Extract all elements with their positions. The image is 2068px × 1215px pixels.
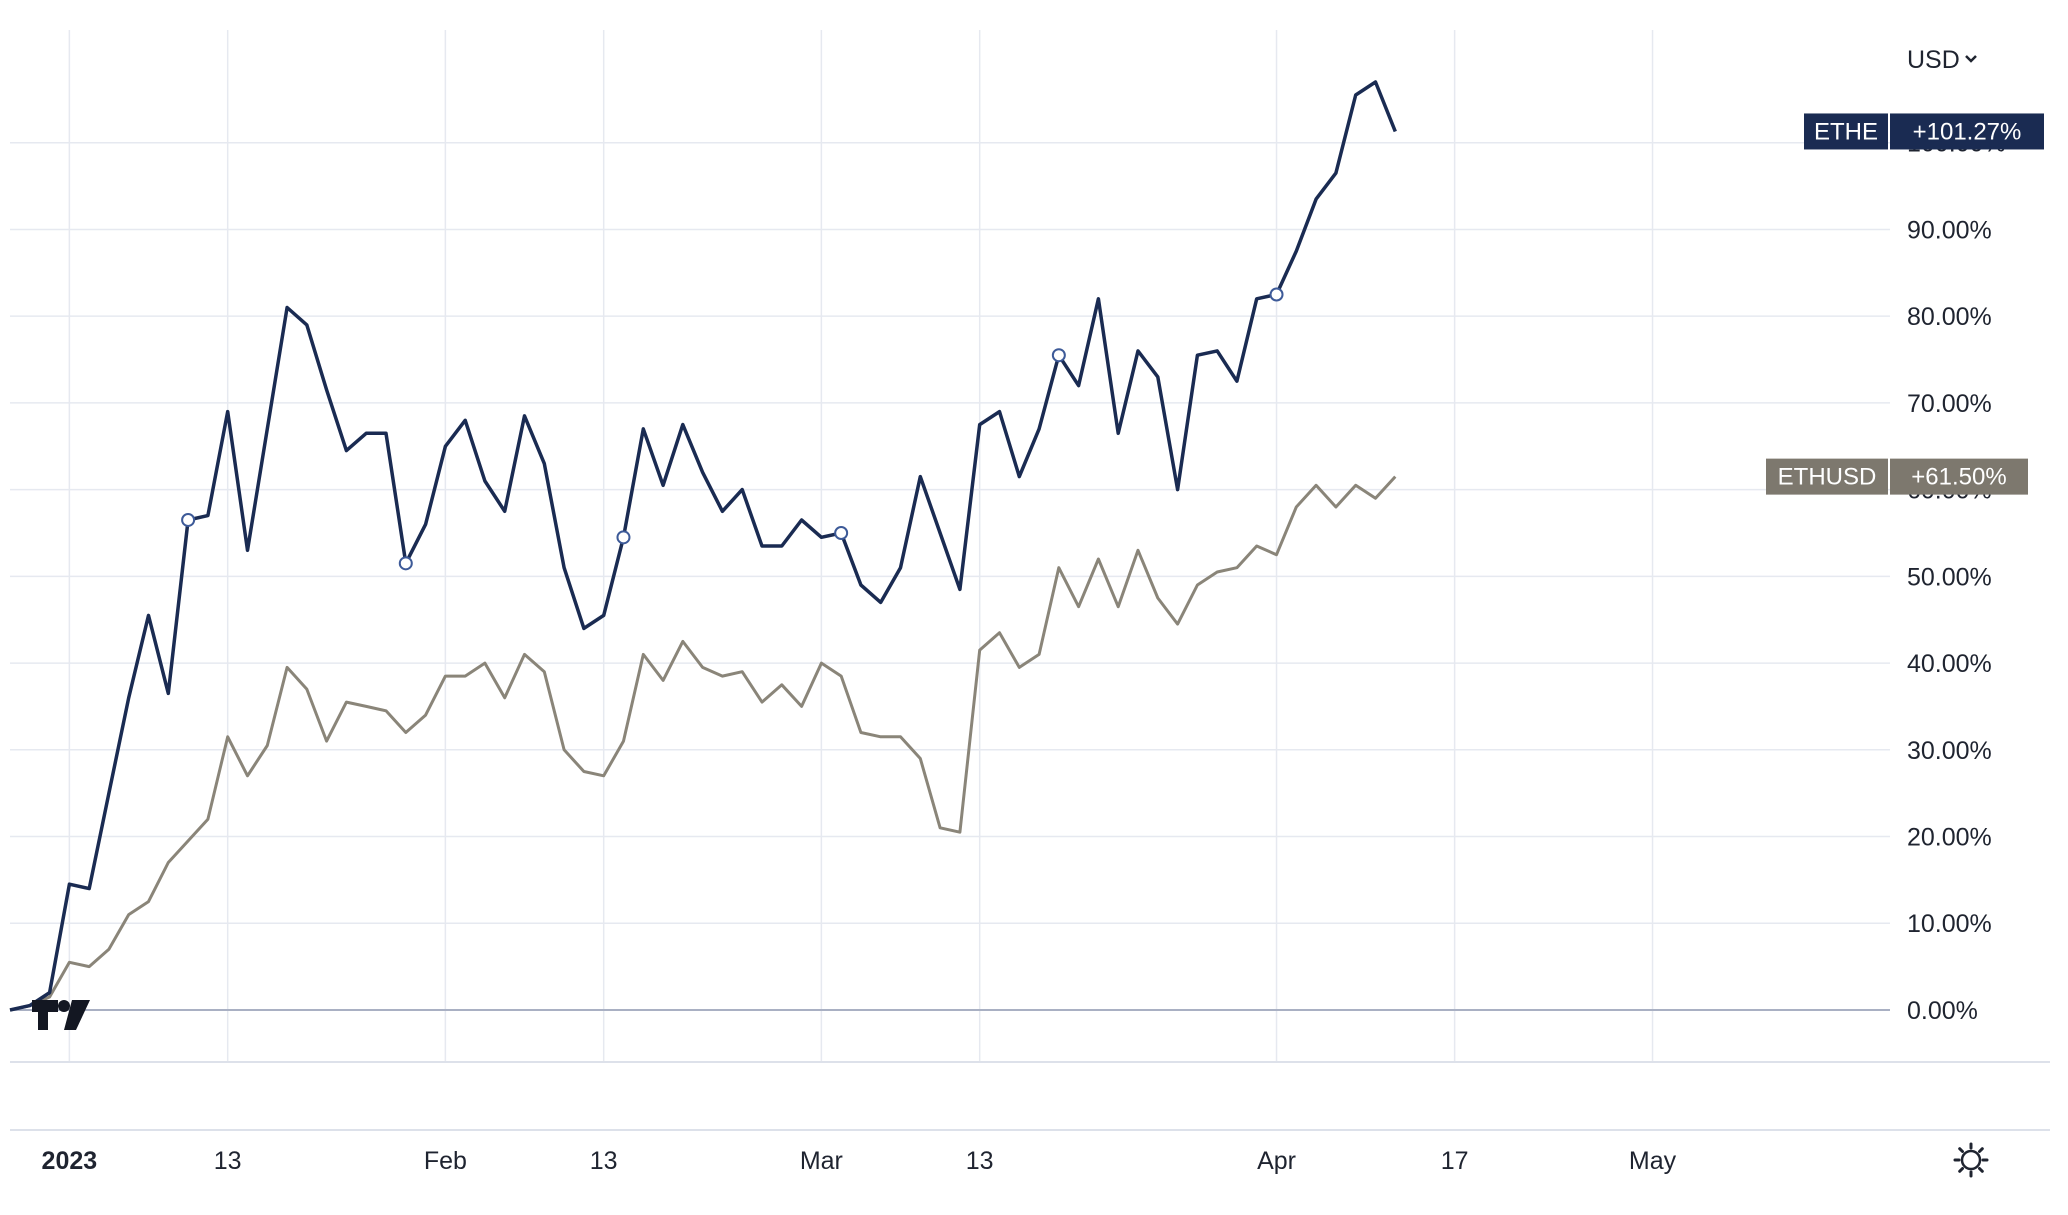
x-tick-label: 2023 bbox=[42, 1147, 98, 1175]
marker-point bbox=[834, 525, 849, 540]
y-tick-label: 70.00% bbox=[1907, 390, 1992, 418]
last-value-label: +101.27% bbox=[1913, 118, 2022, 145]
currency-label[interactable]: USD bbox=[1907, 46, 1960, 74]
series-name-label: ETHUSD bbox=[1778, 464, 1877, 491]
series-line-ethusd bbox=[9, 475, 1397, 1012]
x-tick-label: May bbox=[1629, 1147, 1677, 1175]
y-tick-label: 20.00% bbox=[1907, 824, 1992, 852]
marker-point bbox=[616, 530, 631, 545]
marker-point bbox=[181, 512, 196, 527]
currency-selector[interactable]: USD bbox=[1907, 46, 1977, 74]
y-tick-label: 30.00% bbox=[1907, 737, 1992, 765]
x-tick-label: Mar bbox=[800, 1147, 843, 1175]
series-layer bbox=[9, 80, 1397, 1012]
y-tick-label: 40.00% bbox=[1907, 650, 1992, 678]
time-scale[interactable]: 2023 13 Feb 13 Mar 13 Apr 17 May bbox=[42, 1147, 1677, 1175]
x-tick-label: Apr bbox=[1257, 1147, 1296, 1175]
last-value-label: +61.50% bbox=[1911, 464, 2006, 491]
gear-icon[interactable] bbox=[1953, 1142, 1989, 1178]
y-tick-label: 80.00% bbox=[1907, 303, 1992, 331]
x-tick-label: 17 bbox=[1441, 1147, 1469, 1175]
marker-point bbox=[1269, 287, 1284, 302]
last-value-badges: ETHE +101.27% ETHUSD +61.50% bbox=[1766, 113, 2044, 495]
chevron-down-icon bbox=[1965, 55, 1977, 63]
y-tick-label: 0.00% bbox=[1907, 997, 1978, 1025]
y-tick-label: 90.00% bbox=[1907, 216, 1992, 244]
x-tick-label: 13 bbox=[966, 1147, 994, 1175]
y-tick-label: 50.00% bbox=[1907, 563, 1992, 591]
marker-point bbox=[1051, 348, 1066, 363]
x-tick-label: 13 bbox=[590, 1147, 618, 1175]
x-tick-label: Feb bbox=[424, 1147, 467, 1175]
y-tick-label: 10.00% bbox=[1907, 910, 1992, 938]
last-value-badge bbox=[1890, 113, 2044, 150]
gridlines bbox=[10, 30, 1890, 1062]
x-tick-label: 13 bbox=[214, 1147, 242, 1175]
last-value-badge bbox=[1890, 458, 2028, 495]
marker-point bbox=[398, 556, 413, 571]
price-scale[interactable]: 0.00%10.00%20.00%30.00%40.00%50.00%60.00… bbox=[1907, 130, 2006, 1025]
series-name-badge bbox=[1804, 113, 1888, 150]
series-name-label: ETHE bbox=[1814, 118, 1878, 145]
tradingview-logo-icon bbox=[32, 1000, 90, 1030]
series-line-ethe bbox=[9, 80, 1397, 1012]
series-name-badge bbox=[1766, 458, 1888, 495]
